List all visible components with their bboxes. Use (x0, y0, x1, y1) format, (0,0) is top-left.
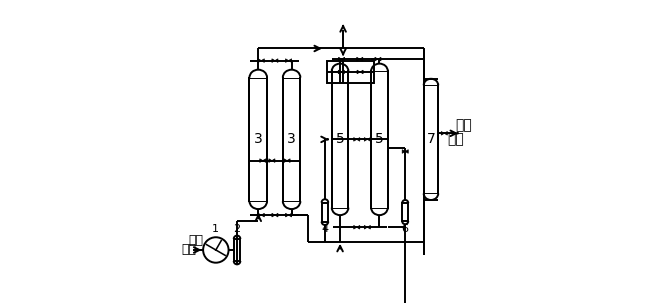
Polygon shape (360, 70, 363, 74)
Polygon shape (367, 225, 370, 229)
Text: 氮氣: 氮氣 (456, 118, 472, 132)
Circle shape (203, 237, 229, 263)
Text: 3: 3 (254, 132, 263, 146)
Text: 空氣: 空氣 (189, 234, 203, 247)
Polygon shape (354, 225, 356, 229)
Text: 4: 4 (321, 224, 329, 234)
Polygon shape (272, 159, 275, 162)
Bar (332, 71, 348, 208)
Bar (327, 61, 374, 83)
Polygon shape (289, 213, 291, 217)
Polygon shape (444, 132, 448, 135)
Polygon shape (260, 159, 263, 162)
Polygon shape (360, 57, 363, 61)
Polygon shape (354, 138, 356, 141)
Polygon shape (375, 57, 378, 61)
Polygon shape (341, 70, 344, 74)
Polygon shape (342, 57, 344, 61)
Text: 7: 7 (427, 132, 436, 146)
Bar (424, 85, 438, 193)
Polygon shape (402, 150, 405, 153)
Bar (371, 71, 388, 208)
Polygon shape (367, 138, 370, 141)
Polygon shape (356, 138, 360, 141)
Text: 6: 6 (402, 224, 409, 234)
Polygon shape (269, 159, 272, 162)
Polygon shape (289, 59, 291, 62)
Polygon shape (356, 225, 360, 229)
Polygon shape (285, 59, 289, 62)
Polygon shape (356, 57, 360, 61)
Polygon shape (285, 213, 289, 217)
Bar (402, 203, 408, 221)
Polygon shape (258, 59, 261, 62)
Bar (283, 78, 301, 201)
Bar (233, 239, 240, 261)
Polygon shape (261, 59, 264, 62)
Text: 5: 5 (375, 132, 384, 146)
Polygon shape (378, 57, 381, 61)
Polygon shape (272, 59, 275, 62)
Text: 5: 5 (336, 132, 344, 146)
Polygon shape (287, 159, 290, 162)
Polygon shape (284, 159, 287, 162)
Polygon shape (338, 70, 341, 74)
Text: 3: 3 (287, 132, 296, 146)
Polygon shape (405, 150, 408, 153)
Text: 氮气: 氮气 (447, 132, 464, 146)
Polygon shape (258, 213, 261, 217)
Text: 空气: 空气 (181, 244, 196, 256)
Polygon shape (261, 213, 264, 217)
Polygon shape (263, 159, 266, 162)
Polygon shape (357, 70, 360, 74)
Polygon shape (364, 225, 367, 229)
Text: 1: 1 (211, 224, 218, 234)
Polygon shape (272, 213, 275, 217)
Polygon shape (338, 57, 342, 61)
Polygon shape (364, 138, 367, 141)
Polygon shape (275, 213, 278, 217)
Bar (322, 203, 329, 222)
Bar (249, 78, 267, 201)
Text: 2: 2 (233, 224, 241, 234)
Polygon shape (275, 59, 278, 62)
Polygon shape (442, 132, 444, 135)
